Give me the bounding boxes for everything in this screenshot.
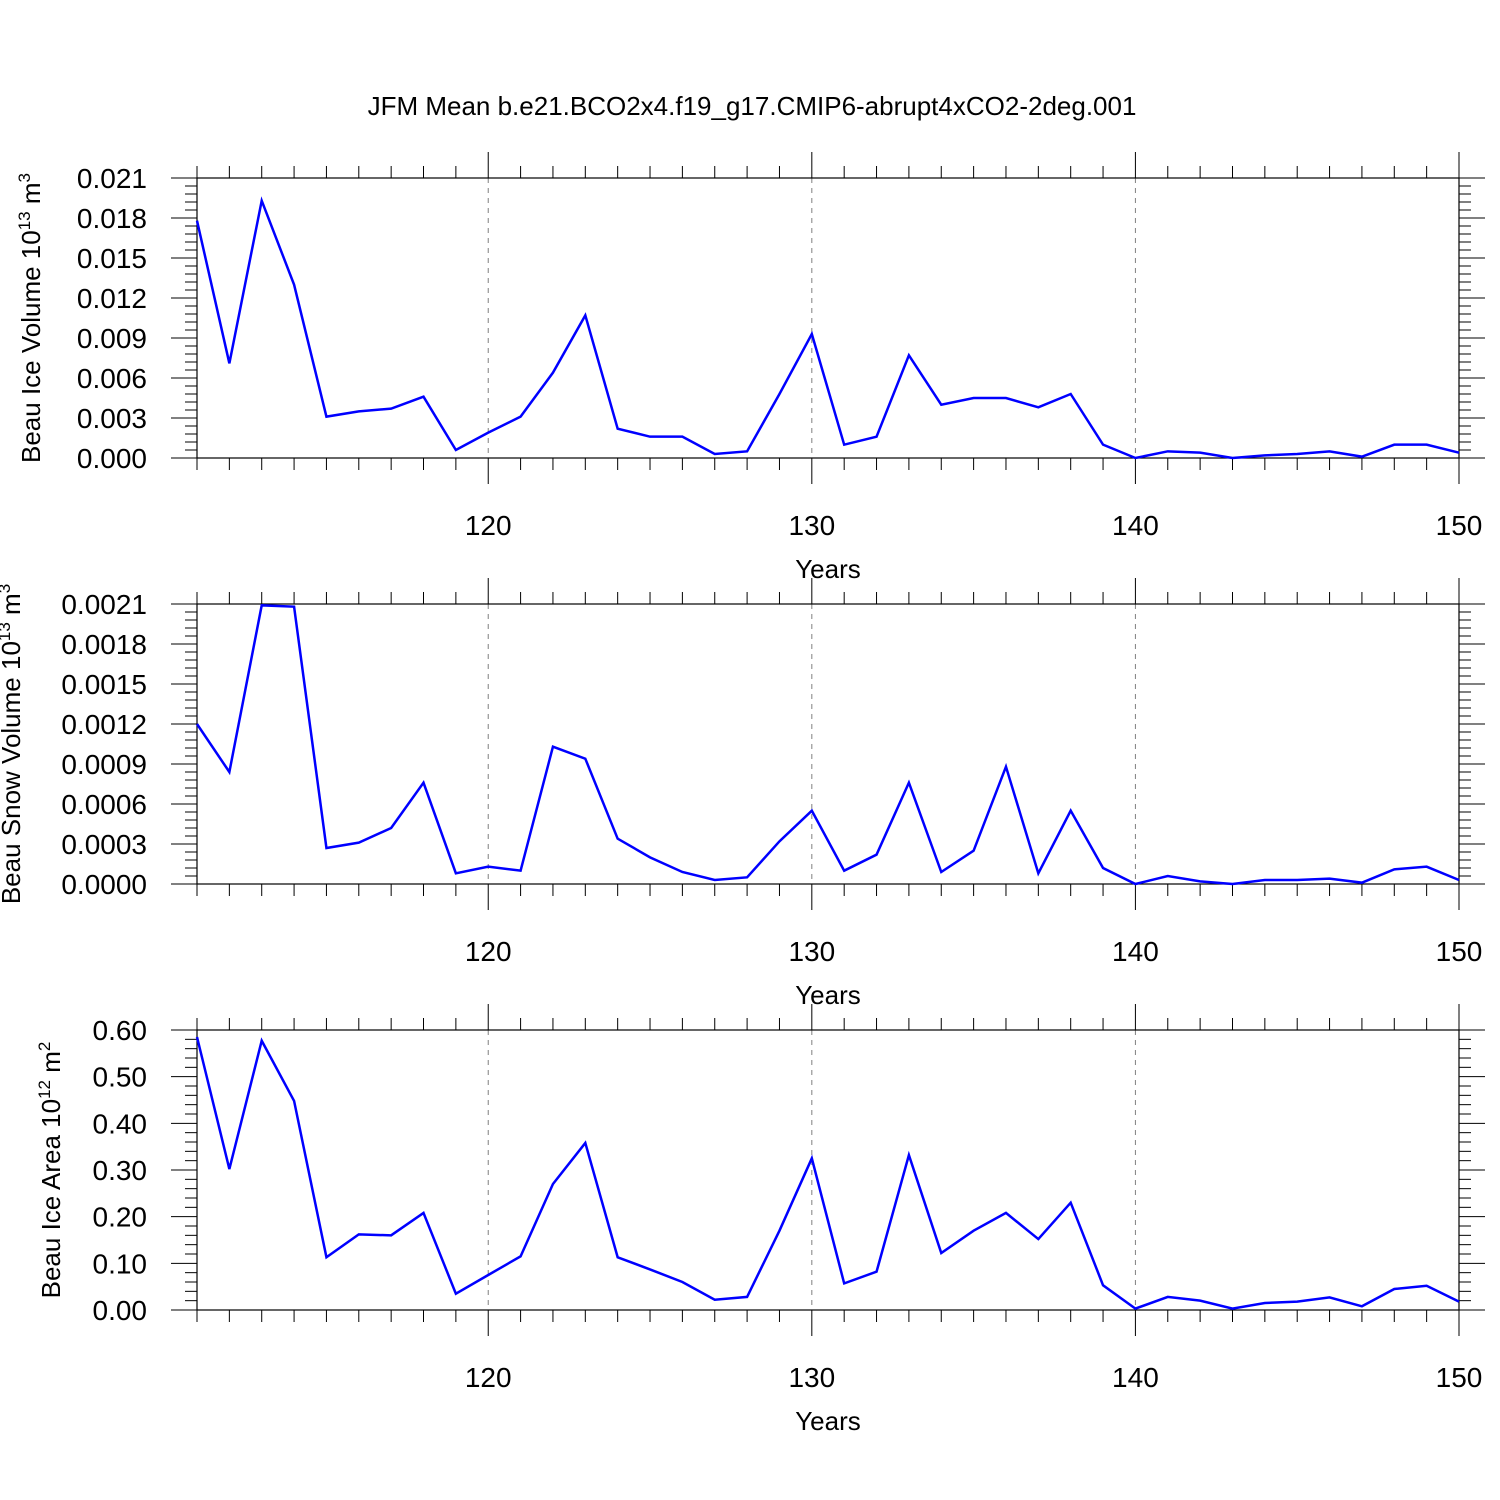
y-axis-title: Beau Snow Volume 1013 m3 bbox=[0, 584, 26, 904]
x-tick-label: 130 bbox=[788, 936, 835, 967]
x-tick-label: 150 bbox=[1436, 936, 1483, 967]
y-tick-label: 0.000 bbox=[77, 443, 147, 474]
y-tick-label: 0.0009 bbox=[61, 749, 147, 780]
y-tick-label: 0.021 bbox=[77, 163, 147, 194]
y-tick-label: 0.0003 bbox=[61, 829, 147, 860]
y-tick-label: 0.012 bbox=[77, 283, 147, 314]
y-axis-title: Beau Ice Volume 1013 m3 bbox=[15, 173, 46, 463]
y-tick-label: 0.30 bbox=[93, 1155, 148, 1186]
y-tick-label: 0.0012 bbox=[61, 709, 147, 740]
x-tick-label: 120 bbox=[465, 936, 512, 967]
y-tick-label: 0.0000 bbox=[61, 869, 147, 900]
y-tick-label: 0.015 bbox=[77, 243, 147, 274]
x-tick-label: 130 bbox=[788, 510, 835, 541]
y-tick-label: 0.0015 bbox=[61, 669, 147, 700]
y-axis-title: Beau Ice Area 1012 m2 bbox=[35, 1042, 66, 1299]
x-tick-label: 120 bbox=[465, 1362, 512, 1393]
x-tick-label: 150 bbox=[1436, 510, 1483, 541]
chart-panel-1: 0.000 0.003 0.006 0.009 0.012 0.015 0.018 0.021… bbox=[15, 152, 1485, 584]
series-line bbox=[195, 196, 1460, 460]
y-tick-label: 0.50 bbox=[93, 1062, 148, 1093]
x-tick-label: 140 bbox=[1112, 510, 1159, 541]
x-tick-label: 140 bbox=[1112, 1362, 1159, 1393]
chart-panel-2: 0.0000 0.0003 0.0006 0.0009 0.0012 0.0015 0.00… bbox=[0, 578, 1485, 1010]
x-tick-label: 130 bbox=[788, 1362, 835, 1393]
series-line bbox=[195, 1036, 1460, 1310]
series-line bbox=[195, 604, 1460, 886]
plot-frame bbox=[196, 1029, 1460, 1311]
chart-title: JFM Mean b.e21.BCO2x4.f19_g17.CMIP6-abru… bbox=[368, 91, 1137, 121]
y-tick-label: 0.0021 bbox=[61, 589, 147, 620]
y-tick-label: 0.0018 bbox=[61, 629, 147, 660]
y-tick-label: 0.006 bbox=[77, 363, 147, 394]
y-tick-label: 0.0006 bbox=[61, 789, 147, 820]
x-tick-label: 150 bbox=[1436, 1362, 1483, 1393]
y-tick-label: 0.009 bbox=[77, 323, 147, 354]
y-tick-label: 0.018 bbox=[77, 203, 147, 234]
x-tick-label: 140 bbox=[1112, 936, 1159, 967]
x-axis-title: Years bbox=[795, 980, 861, 1010]
y-tick-label: 0.003 bbox=[77, 403, 147, 434]
x-tick-label: 120 bbox=[465, 510, 512, 541]
plot-frame bbox=[196, 603, 1460, 885]
plot-frame bbox=[196, 177, 1460, 459]
y-tick-label: 0.00 bbox=[93, 1295, 148, 1326]
x-axis-title: Years bbox=[795, 554, 861, 584]
y-tick-label: 0.60 bbox=[93, 1015, 148, 1046]
chart-panel-3: 0.00 0.10 0.20 0.30 0.40 0.50 0.60 120 130 140 150… bbox=[35, 1004, 1485, 1436]
y-tick-label: 0.10 bbox=[93, 1248, 148, 1279]
y-tick-label: 0.20 bbox=[93, 1202, 148, 1233]
x-axis-title: Years bbox=[795, 1406, 861, 1436]
y-tick-label: 0.40 bbox=[93, 1108, 148, 1139]
chart-panels: 0.000 0.003 0.006 0.009 0.012 0.015 0.018 0.021… bbox=[0, 152, 1485, 1436]
